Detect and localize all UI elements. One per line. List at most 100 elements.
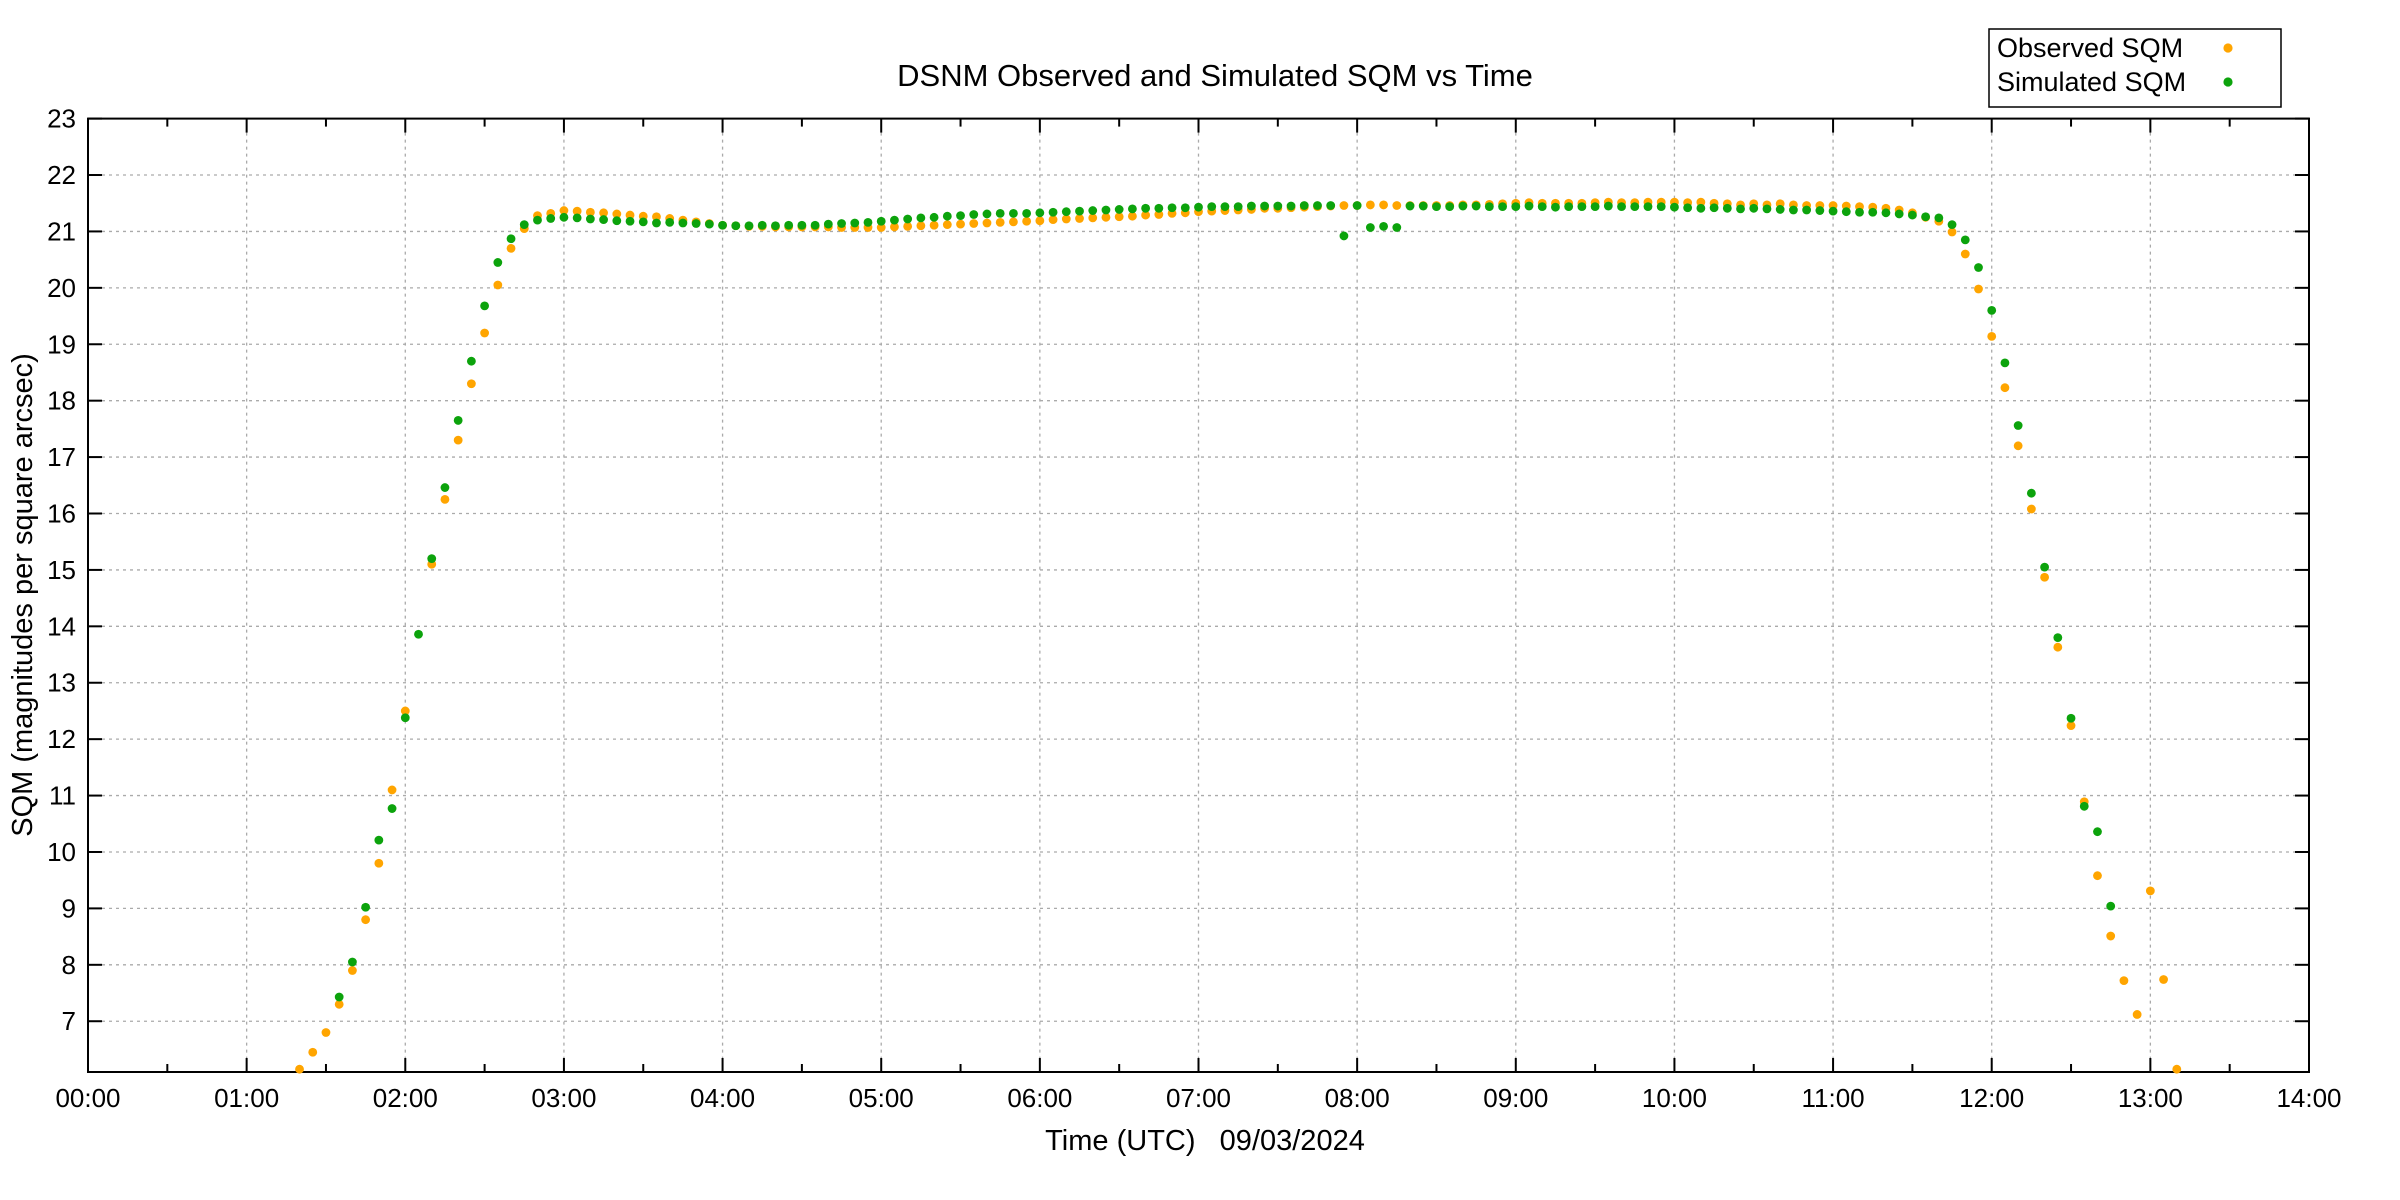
simulated-point bbox=[1061, 207, 1071, 217]
simulated-point bbox=[1603, 201, 1613, 211]
observed-point bbox=[400, 706, 410, 716]
tick-layer bbox=[87, 117, 2310, 1072]
simulated-point bbox=[2026, 488, 2036, 498]
y-tick-label: 22 bbox=[47, 160, 76, 190]
simulated-point bbox=[1299, 201, 1309, 210]
y-axis-label: SQM (magnitudes per square arcsec) bbox=[7, 353, 39, 837]
simulated-point bbox=[1934, 213, 1944, 223]
simulated-point bbox=[1273, 201, 1283, 211]
simulated-point bbox=[427, 554, 437, 564]
simulated-point bbox=[1736, 204, 1745, 214]
simulated-point bbox=[665, 218, 675, 227]
simulated-point bbox=[890, 215, 899, 225]
simulated-point bbox=[2053, 633, 2063, 643]
simulated-point bbox=[1907, 210, 1917, 220]
observed-point bbox=[1009, 217, 1018, 227]
simulated-point bbox=[1392, 223, 1402, 232]
simulated-point bbox=[691, 219, 701, 228]
y-tick-label: 16 bbox=[47, 498, 76, 528]
observed-point bbox=[1048, 215, 1058, 224]
simulated-point bbox=[850, 218, 860, 228]
simulated-point bbox=[1696, 203, 1706, 213]
observed-point bbox=[2145, 886, 2155, 896]
y-tick-label: 21 bbox=[47, 216, 76, 246]
observed-point bbox=[1088, 213, 1098, 223]
observed-point bbox=[903, 221, 913, 231]
simulated-point bbox=[400, 713, 410, 723]
simulated-point bbox=[1260, 201, 1270, 211]
simulated-point bbox=[718, 220, 727, 230]
observed-point bbox=[374, 858, 384, 868]
simulated-point bbox=[1577, 202, 1587, 212]
observed-point bbox=[1114, 212, 1124, 222]
x-tick-label: 12:00 bbox=[1959, 1083, 2024, 1113]
simulated-point bbox=[1868, 207, 1878, 217]
observed-point bbox=[2106, 931, 2116, 941]
simulated-point bbox=[1471, 201, 1481, 211]
simulated-point bbox=[1379, 221, 1388, 231]
simulated-point bbox=[1326, 201, 1336, 210]
observed-point bbox=[890, 222, 899, 232]
x-tick-label: 09:00 bbox=[1483, 1083, 1548, 1113]
observed-point bbox=[559, 206, 569, 215]
simulated-point bbox=[704, 219, 714, 229]
y-tick-label: 8 bbox=[62, 950, 76, 980]
simulated-point bbox=[1075, 206, 1084, 216]
simulated-point bbox=[1286, 201, 1296, 211]
simulated-point bbox=[1498, 202, 1507, 212]
simulated-point bbox=[2066, 713, 2076, 723]
y-tick-label: 14 bbox=[47, 611, 76, 641]
simulated-point bbox=[559, 212, 569, 222]
observed-point bbox=[1141, 210, 1151, 220]
observed-point bbox=[440, 494, 450, 504]
simulated-point bbox=[916, 213, 926, 223]
observed-point bbox=[387, 785, 397, 795]
simulated-point bbox=[1947, 220, 1957, 230]
observed-point bbox=[1022, 216, 1032, 226]
data-point-layer bbox=[295, 197, 2182, 1074]
simulated-point bbox=[1352, 201, 1362, 210]
observed-point bbox=[1947, 227, 1957, 237]
y-tick-label: 10 bbox=[47, 837, 76, 867]
simulated-point bbox=[1114, 205, 1124, 214]
x-tick-label: 08:00 bbox=[1325, 1083, 1390, 1113]
x-tick-label: 01:00 bbox=[214, 1083, 279, 1113]
observed-point bbox=[929, 220, 939, 230]
legend-marker-observed-icon bbox=[2223, 43, 2233, 53]
observed-point bbox=[2026, 504, 2036, 514]
observed-point bbox=[348, 966, 357, 975]
simulated-point bbox=[757, 220, 767, 230]
x-tick-label: 07:00 bbox=[1166, 1083, 1231, 1113]
simulated-point bbox=[1762, 204, 1772, 214]
simulated-point bbox=[1127, 204, 1137, 214]
simulated-point bbox=[678, 218, 688, 228]
simulated-point bbox=[1828, 206, 1838, 216]
y-tick-label: 13 bbox=[47, 668, 76, 698]
observed-point bbox=[2119, 976, 2129, 986]
simulated-point bbox=[506, 234, 516, 244]
observed-point bbox=[493, 280, 503, 290]
x-tick-label: 04:00 bbox=[690, 1083, 755, 1113]
y-tick-label: 9 bbox=[62, 893, 76, 923]
observed-point bbox=[1960, 249, 1970, 259]
simulated-point bbox=[1881, 208, 1891, 218]
y-tick-label: 11 bbox=[49, 781, 76, 811]
simulated-point bbox=[1960, 235, 1970, 245]
simulated-point bbox=[1815, 206, 1825, 215]
simulated-point bbox=[440, 483, 450, 492]
observed-point bbox=[995, 218, 1005, 227]
simulated-point bbox=[797, 220, 807, 230]
plot-border bbox=[87, 117, 2310, 1074]
observed-point bbox=[1365, 200, 1375, 210]
x-tick-label: 13:00 bbox=[2118, 1083, 2183, 1113]
x-tick-label: 05:00 bbox=[849, 1083, 914, 1113]
simulated-point bbox=[1418, 201, 1428, 211]
simulated-point bbox=[1987, 306, 1997, 315]
simulated-point bbox=[1167, 203, 1177, 213]
simulated-point bbox=[929, 212, 939, 222]
simulated-point bbox=[1709, 203, 1719, 213]
observed-point bbox=[572, 206, 582, 216]
simulated-point bbox=[612, 216, 622, 226]
simulated-point bbox=[1048, 207, 1058, 217]
simulated-point bbox=[466, 356, 476, 366]
